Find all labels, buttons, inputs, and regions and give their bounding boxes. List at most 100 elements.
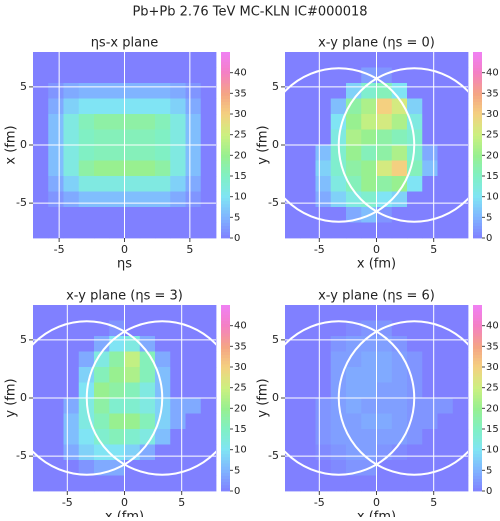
heat-cell <box>376 67 393 84</box>
heat-cell <box>109 398 125 414</box>
heat-cell <box>139 176 156 192</box>
heat-cell <box>200 367 217 383</box>
heat-cell <box>346 114 362 130</box>
heat-cell <box>185 176 202 192</box>
colorbar-segment <box>473 200 482 205</box>
heat-cell <box>452 160 469 177</box>
heat-cell <box>33 176 49 192</box>
heat-cell <box>437 114 454 130</box>
heat-cell <box>361 336 377 352</box>
colorbar-segment <box>221 425 230 430</box>
heat-cell <box>376 429 393 445</box>
colorbar-tick-label: 30 <box>234 362 247 373</box>
colorbar-tick-label: 15 <box>486 424 499 435</box>
x-tick-label: -5 <box>314 243 325 256</box>
heat-cell <box>94 429 110 445</box>
heat-cell <box>407 351 423 368</box>
colorbar-segment <box>473 320 482 324</box>
heat-cell <box>124 382 141 399</box>
colorbar-segment <box>473 135 482 140</box>
colorbar-segment <box>221 166 230 171</box>
colorbar-segment <box>473 129 482 133</box>
colorbar-segment <box>473 382 482 386</box>
colorbar-segment <box>473 210 482 214</box>
colorbar-segment <box>473 160 482 164</box>
heat-cell <box>437 413 454 430</box>
heat-cell <box>452 98 469 115</box>
heat-cell <box>315 160 332 177</box>
colorbar-segment <box>221 132 230 137</box>
colorbar-segment <box>221 342 230 346</box>
colorbar-segment <box>221 363 230 368</box>
heat-cell <box>285 83 301 99</box>
x-tick-label: 0 <box>121 496 128 509</box>
colorbar-segment <box>221 83 230 87</box>
heat-cell <box>407 475 423 492</box>
heat-cell <box>452 413 469 430</box>
colorbar-segment <box>221 382 230 386</box>
heat-cell <box>437 83 454 99</box>
heat-cell <box>300 444 316 461</box>
x-axis-label: x (fm) <box>357 257 396 272</box>
colorbar-segment <box>473 117 482 121</box>
colorbar-segment <box>473 120 482 124</box>
heat-cell <box>330 98 347 115</box>
colorbar-segment <box>221 89 230 93</box>
heat-cell <box>300 222 316 239</box>
colorbar-segment <box>473 376 482 380</box>
heat-cell <box>94 83 110 99</box>
heat-cell <box>94 222 110 239</box>
heat-cell <box>185 83 202 99</box>
colorbar-segment <box>473 348 482 352</box>
colorbar-segment <box>221 357 230 362</box>
heat-cell <box>391 475 408 492</box>
heat-cell <box>285 305 301 321</box>
heat-cell <box>63 444 80 461</box>
heat-cell <box>109 114 125 130</box>
colorbar-segment <box>473 308 482 312</box>
colorbar-segment <box>473 166 482 171</box>
colorbar-segment <box>221 200 230 205</box>
heat-cell <box>63 413 80 430</box>
heat-cell <box>124 145 141 161</box>
heat-cell <box>376 114 393 130</box>
heat-cell <box>48 413 64 430</box>
heat-cell <box>94 367 110 383</box>
heat-cell <box>407 460 423 476</box>
colorbar-segment <box>473 447 482 452</box>
x-axis-label: x (fm) <box>105 510 144 518</box>
heat-cell <box>124 98 141 115</box>
x-tick-label: 5 <box>178 496 185 509</box>
heat-cell <box>78 98 95 115</box>
heat-cell <box>185 336 202 352</box>
heat-cell <box>63 83 80 99</box>
heat-cell <box>48 67 64 84</box>
heat-cell <box>422 382 438 399</box>
heat-cell <box>78 52 95 68</box>
heat-cell <box>94 305 110 321</box>
colorbar-segment <box>221 79 230 84</box>
heat-cell <box>94 413 110 430</box>
heat-cell <box>170 444 186 461</box>
y-tick-label: -5 <box>268 196 279 209</box>
colorbar-segment <box>473 444 482 448</box>
colorbar-segment <box>221 388 230 393</box>
heat-cell <box>407 413 423 430</box>
heat-cell <box>200 83 217 99</box>
heat-cell <box>422 367 438 383</box>
heat-cell <box>124 429 141 445</box>
colorbar-tick-label: 35 <box>486 341 499 352</box>
colorbar-segment <box>473 466 482 470</box>
colorbar-segment <box>473 70 482 75</box>
heat-cell <box>48 475 64 492</box>
heat-cell <box>315 429 332 445</box>
heat-cell <box>300 98 316 115</box>
heat-cell <box>33 207 49 223</box>
heat-cell <box>422 398 438 414</box>
colorbar-segment <box>221 55 230 59</box>
heat-cell <box>315 52 332 68</box>
heat-cell <box>330 67 347 84</box>
colorbar-tick-label: 20 <box>486 403 499 414</box>
colorbar-segment <box>473 188 482 192</box>
